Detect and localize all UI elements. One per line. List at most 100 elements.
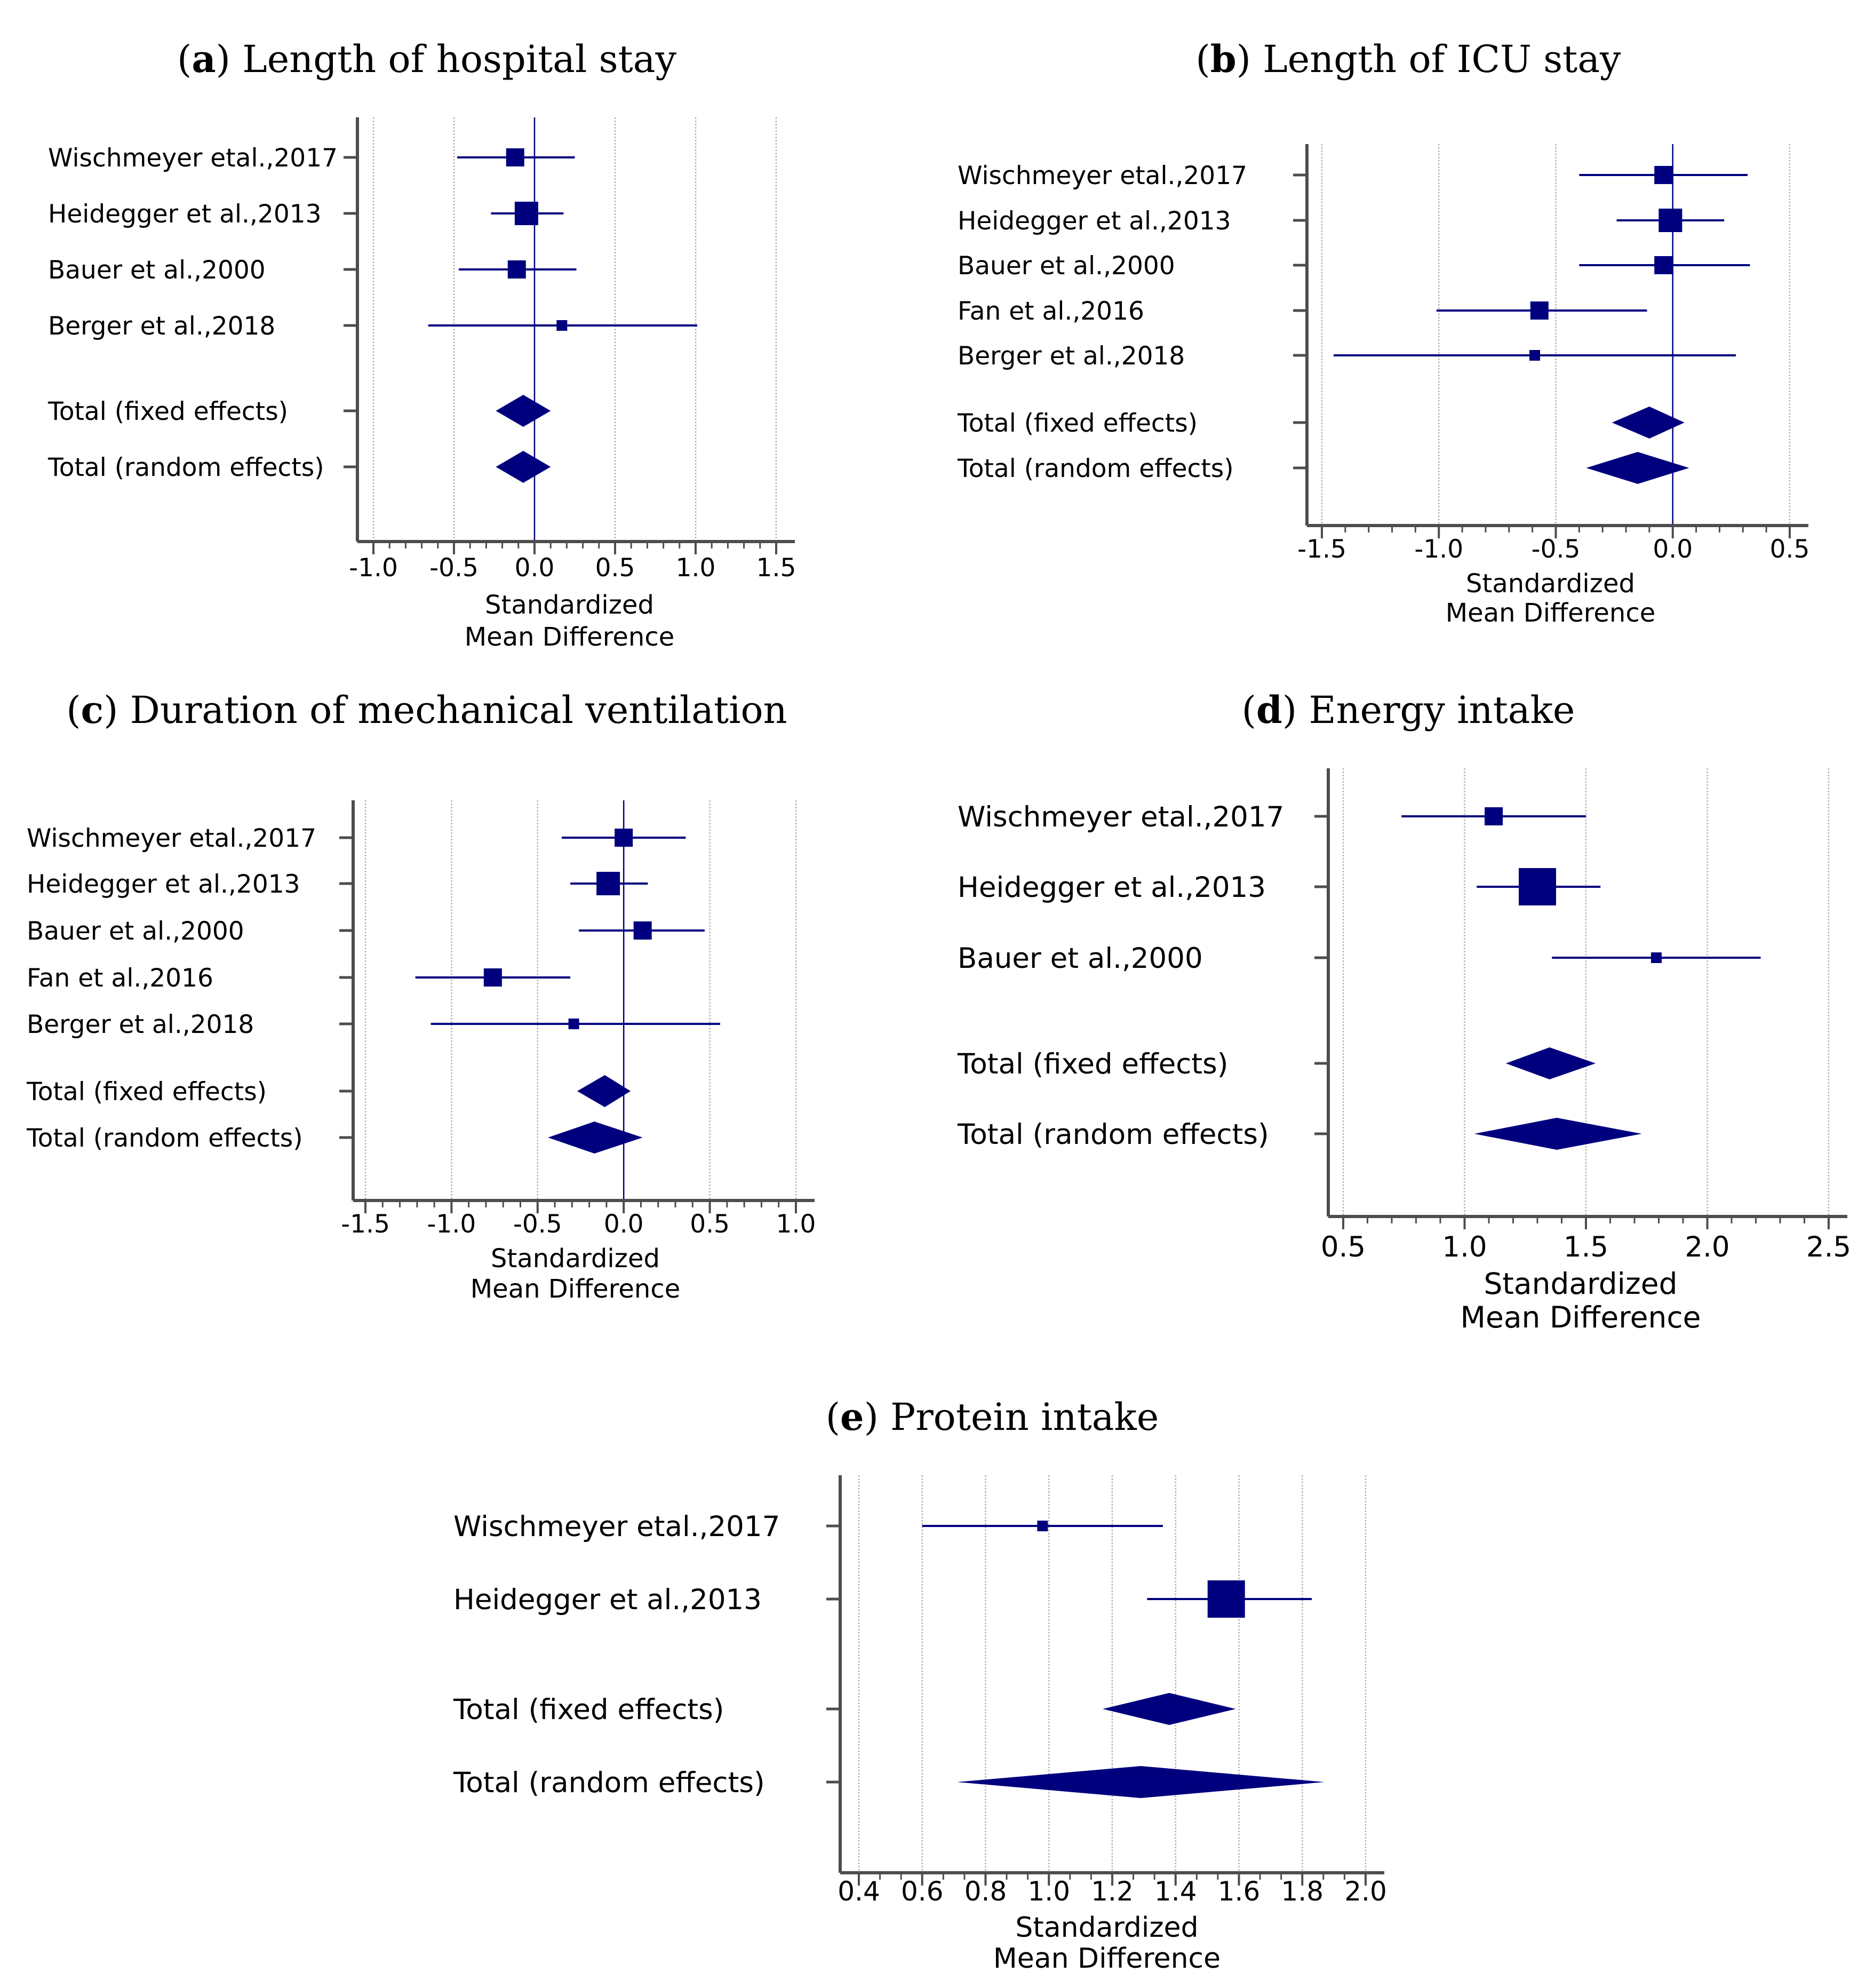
study-label: Heidegger et al.,2013 [27,870,300,899]
x-tick-label: 0.4 [838,1876,880,1907]
x-tick-label: 0.6 [901,1876,944,1907]
effect-size-marker [507,260,526,279]
panel-title-text: Energy intake [1309,688,1575,732]
panel-title: (a) Length of hospital stay [177,37,676,81]
effect-size-marker [1654,256,1673,274]
effect-size-marker [1485,807,1503,825]
total-label: Total (fixed effects) [957,1048,1228,1080]
x-tick-label: 2.0 [1685,1231,1729,1263]
study-label: Heidegger et al.,2013 [453,1584,762,1616]
x-tick-label: 1.8 [1281,1876,1323,1907]
effect-size-marker [514,202,538,225]
x-tick-label: 0.8 [964,1876,1007,1907]
x-axis-label: Mean Difference [465,622,675,652]
x-axis-label: Mean Difference [471,1274,681,1304]
x-tick-label: 1.5 [756,553,796,583]
panel-title-open: ( [177,37,192,81]
effect-size-marker [1037,1521,1048,1531]
effect-size-marker [1658,209,1682,232]
x-tick-label: 1.5 [1564,1231,1608,1263]
study-label: Heidegger et al.,2013 [958,871,1266,904]
x-axis-label: Standardized [1484,1267,1677,1301]
effect-size-marker [1650,952,1662,963]
study-label: Bauer et al.,2000 [27,917,244,946]
effect-size-marker [1530,301,1549,320]
total-label: Total (random effects) [957,1118,1269,1151]
effect-size-marker [1529,350,1541,361]
x-tick-label: -1.5 [1297,535,1346,564]
total-label: Total (fixed effects) [453,1693,724,1726]
x-tick-label: -1.0 [1414,535,1463,564]
total-label: Total (random effects) [47,453,324,482]
x-tick-label: 1.6 [1218,1876,1261,1907]
x-tick-label: -1.0 [349,553,398,583]
pooled-effect-diamond [496,395,551,427]
x-tick-label: 2.0 [1344,1876,1387,1907]
x-tick-label: 1.4 [1154,1876,1197,1907]
total-label: Total (fixed effects) [26,1077,267,1107]
effect-size-marker [596,872,620,895]
x-axis-label: Standardized [1466,569,1635,599]
pooled-effect-diamond [1474,1118,1642,1150]
study-label: Berger et al.,2018 [48,312,275,341]
x-tick-label: -1.0 [427,1210,476,1239]
x-tick-label: 1.0 [676,553,716,583]
x-tick-label: 1.0 [1027,1876,1070,1907]
effect-size-marker [506,148,524,166]
study-label: Heidegger et al.,2013 [48,200,322,229]
x-axis-label: Mean Difference [1461,1300,1701,1334]
panel-letter: c [81,688,104,732]
panel-title-text: Protein intake [890,1395,1159,1439]
x-tick-label: -0.5 [429,553,479,583]
forest-panel-e: (e) Protein intake 0.4 0.6 0.8 1.0 1.2 1.4 1.6 1… [453,1395,1387,1975]
x-axis-label: Standardized [1015,1912,1198,1944]
pooled-effect-diamond [577,1075,631,1107]
x-tick-label: -0.5 [1532,535,1581,564]
x-axis-label: Standardized [491,1244,660,1274]
effect-size-marker [1207,1580,1245,1618]
panel-title-close: ) [216,37,243,81]
panel-title-text: Length of ICU stay [1263,37,1621,81]
forest-panel-b: (b) Length of ICU stay -1.5 -1.0 -0.5 0.0 0.5… [957,37,1809,628]
effect-size-marker [1654,166,1673,184]
panel-title-open: ( [826,1395,840,1439]
study-label: Fan et al.,2016 [27,964,213,993]
panel-title: (c) Duration of mechanical ventilation [66,688,787,732]
x-tick-label: 1.2 [1091,1876,1134,1907]
effect-size-marker [483,968,502,987]
study-label: Wischmeyer etal.,2017 [958,801,1284,833]
pooled-effect-diamond [548,1122,643,1154]
total-label: Total (random effects) [453,1767,765,1799]
study-label: Heidegger et al.,2013 [958,206,1231,236]
x-tick-label: 0.5 [595,553,635,583]
panel-title: (b) Length of ICU stay [1195,37,1621,81]
effect-size-marker [556,320,568,331]
study-label: Fan et al.,2016 [958,297,1144,326]
study-label: Bauer et al.,2000 [958,251,1175,281]
total-label: Total (random effects) [957,454,1234,483]
x-axis-label: Standardized [485,590,654,620]
panel-title: (e) Protein intake [826,1395,1159,1439]
x-tick-label: 0.0 [604,1210,644,1239]
panel-letter: a [192,37,216,81]
effect-size-marker [1519,868,1556,905]
x-tick-label: 0.0 [1653,535,1693,564]
study-label: Bauer et al.,2000 [48,256,266,285]
study-label: Wischmeyer etal.,2017 [453,1510,780,1543]
panel-title-text: Duration of mechanical ventilation [130,688,787,732]
study-label: Wischmeyer etal.,2017 [27,824,316,853]
panel-letter: d [1256,688,1282,732]
forest-panel-c: (c) Duration of mechanical ventilation -1… [26,688,816,1304]
effect-size-marker [568,1019,579,1029]
pooled-effect-diamond [1505,1047,1596,1079]
forest-panel-a: (a) Length of hospital stay -1.0 -0.5 0.0 0.… [47,37,796,652]
total-label: Total (random effects) [26,1124,303,1153]
x-tick-label: 1.0 [1442,1231,1487,1263]
panel-title-text: Length of hospital stay [242,37,676,81]
pooled-effect-diamond [496,451,551,483]
pooled-effect-diamond [1612,407,1685,439]
panel-title: (d) Energy intake [1242,688,1575,732]
x-tick-label: -0.5 [513,1210,562,1239]
x-tick-label: 0.5 [690,1210,730,1239]
